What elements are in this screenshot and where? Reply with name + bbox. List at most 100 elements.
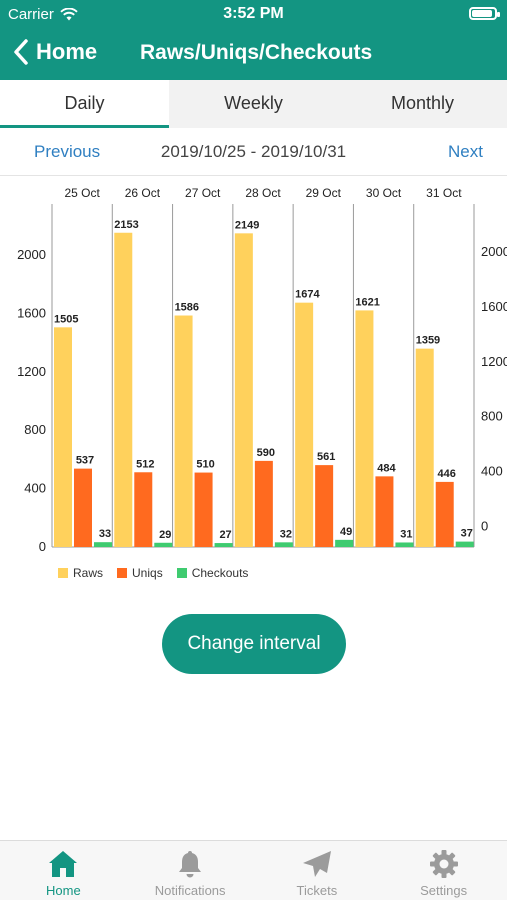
tabbar-label-settings: Settings xyxy=(420,883,468,898)
tabbar-item-notifications[interactable]: Notifications xyxy=(127,841,254,900)
y-tick-right: 400 xyxy=(481,464,503,479)
y-tick-right: 1600 xyxy=(481,299,507,314)
bar-checkouts xyxy=(335,539,354,547)
bar-uniqs xyxy=(194,472,213,547)
bar-uniqs xyxy=(134,472,153,547)
legend-label-checkouts: Checkouts xyxy=(191,566,249,580)
tab-weekly[interactable]: Weekly xyxy=(224,93,283,113)
status-bar: Carrier 3:52 PM xyxy=(0,0,507,28)
data-label-checkouts: 32 xyxy=(280,528,292,540)
bar-uniqs xyxy=(375,476,394,547)
y-tick-left: 0 xyxy=(39,539,46,554)
navigation-bar: Home Raws/Uniqs/Checkouts xyxy=(0,28,507,80)
battery-icon xyxy=(469,7,500,20)
chevron-left-icon xyxy=(14,39,28,65)
data-label-uniqs: 510 xyxy=(196,459,214,471)
bar-checkouts xyxy=(395,542,414,547)
change-interval-button[interactable]: Change interval xyxy=(162,614,346,674)
category-label: 31 Oct xyxy=(426,186,462,200)
y-tick-left: 400 xyxy=(24,481,46,496)
data-label-uniqs: 484 xyxy=(377,462,396,474)
legend-item-checkouts: Checkouts xyxy=(176,566,249,580)
back-label: Home xyxy=(36,39,98,64)
tabbar-label-tickets: Tickets xyxy=(296,883,338,898)
legend-item-raws: Raws xyxy=(58,566,103,580)
data-label-raws: 1359 xyxy=(416,335,440,347)
carrier-label: Carrier xyxy=(8,6,54,23)
data-label-raws: 1621 xyxy=(355,296,379,308)
interval-tabs: Daily Weekly Monthly xyxy=(0,80,507,128)
bar-checkouts xyxy=(455,541,474,547)
bar-raws xyxy=(234,233,253,547)
home-icon xyxy=(49,851,78,877)
carrier-indicator: Carrier xyxy=(8,6,78,23)
category-label: 28 Oct xyxy=(245,186,281,200)
y-tick-left: 2000 xyxy=(17,247,46,262)
previous-button[interactable]: Previous xyxy=(34,142,101,161)
bar-uniqs xyxy=(254,460,273,547)
data-label-uniqs: 446 xyxy=(438,468,456,480)
legend-swatch-raws xyxy=(58,568,68,578)
tab-daily[interactable]: Daily xyxy=(0,80,169,128)
tabbar-label-notifications: Notifications xyxy=(154,883,226,898)
back-button[interactable]: Home xyxy=(12,38,97,66)
data-label-checkouts: 37 xyxy=(461,528,473,540)
category-label: 27 Oct xyxy=(185,186,221,200)
y-tick-right: 0 xyxy=(481,518,488,533)
data-label-uniqs: 512 xyxy=(136,458,154,470)
next-button[interactable]: Next xyxy=(448,142,483,161)
bar-raws xyxy=(54,327,72,547)
tabbar-label-home: Home xyxy=(46,883,81,898)
legend-swatch-uniqs xyxy=(117,568,128,578)
legend-item-uniqs: Uniqs xyxy=(117,566,163,580)
y-tick-right: 2000 xyxy=(481,244,507,259)
paper-plane-icon xyxy=(302,851,331,877)
bar-uniqs xyxy=(315,465,334,547)
bar-raws xyxy=(415,348,434,547)
data-label-uniqs: 590 xyxy=(257,447,275,459)
bar-raws xyxy=(114,232,133,548)
bar-raws xyxy=(355,310,374,547)
bottom-tab-bar: Home Notifications Tickets xyxy=(0,840,507,900)
top-bar: Carrier 3:52 PM Home Raws/Uniqs/Checkout… xyxy=(0,0,507,80)
category-label: 30 Oct xyxy=(366,186,402,200)
category-label: 26 Oct xyxy=(125,186,161,200)
tab-monthly[interactable]: Monthly xyxy=(390,93,455,113)
gear-icon xyxy=(429,850,458,878)
page-title: Raws/Uniqs/Checkouts xyxy=(140,41,373,64)
data-label-raws: 1674 xyxy=(295,289,320,301)
category-label: 29 Oct xyxy=(306,186,342,200)
tabbar-item-home[interactable]: Home xyxy=(0,841,127,900)
date-navigator: Previous 2019/10/25 - 2019/10/31 Next xyxy=(0,128,507,176)
y-tick-left: 1600 xyxy=(17,305,46,320)
data-label-checkouts: 29 xyxy=(159,529,171,541)
bar-chart: 25 Oct 26 Oct 27 Oct 28 Oct 29 Oct 30 Oct 31 O… xyxy=(0,176,507,596)
bar-uniqs xyxy=(435,481,454,547)
y-tick-right: 800 xyxy=(481,409,503,424)
legend-label-uniqs: Uniqs xyxy=(132,566,163,580)
bar-checkouts xyxy=(274,542,293,547)
wifi-icon xyxy=(60,8,78,21)
data-label-uniqs: 561 xyxy=(317,451,335,463)
y-tick-right: 1200 xyxy=(481,354,507,369)
tabbar-item-tickets[interactable]: Tickets xyxy=(254,841,381,900)
bar-raws xyxy=(295,302,314,547)
clock: 3:52 PM xyxy=(223,5,284,22)
chart-legend: Raws Uniqs Checkouts xyxy=(58,566,248,580)
bell-icon xyxy=(179,851,202,878)
y-tick-left: 1200 xyxy=(17,364,46,379)
legend-label-raws: Raws xyxy=(73,566,104,580)
data-label-checkouts: 49 xyxy=(340,526,352,538)
bar-raws xyxy=(174,315,193,547)
data-label-checkouts: 27 xyxy=(219,529,231,541)
bar-checkouts xyxy=(94,542,112,547)
y-tick-left: 800 xyxy=(24,422,46,437)
bar-checkouts xyxy=(154,542,173,547)
category-label: 25 Oct xyxy=(64,186,100,200)
data-label-raws: 1586 xyxy=(175,302,199,314)
data-label-checkouts: 33 xyxy=(99,528,111,540)
tabbar-item-settings[interactable]: Settings xyxy=(380,841,507,900)
date-range-label: 2019/10/25 - 2019/10/31 xyxy=(160,142,347,161)
data-label-raws: 2149 xyxy=(235,219,259,231)
